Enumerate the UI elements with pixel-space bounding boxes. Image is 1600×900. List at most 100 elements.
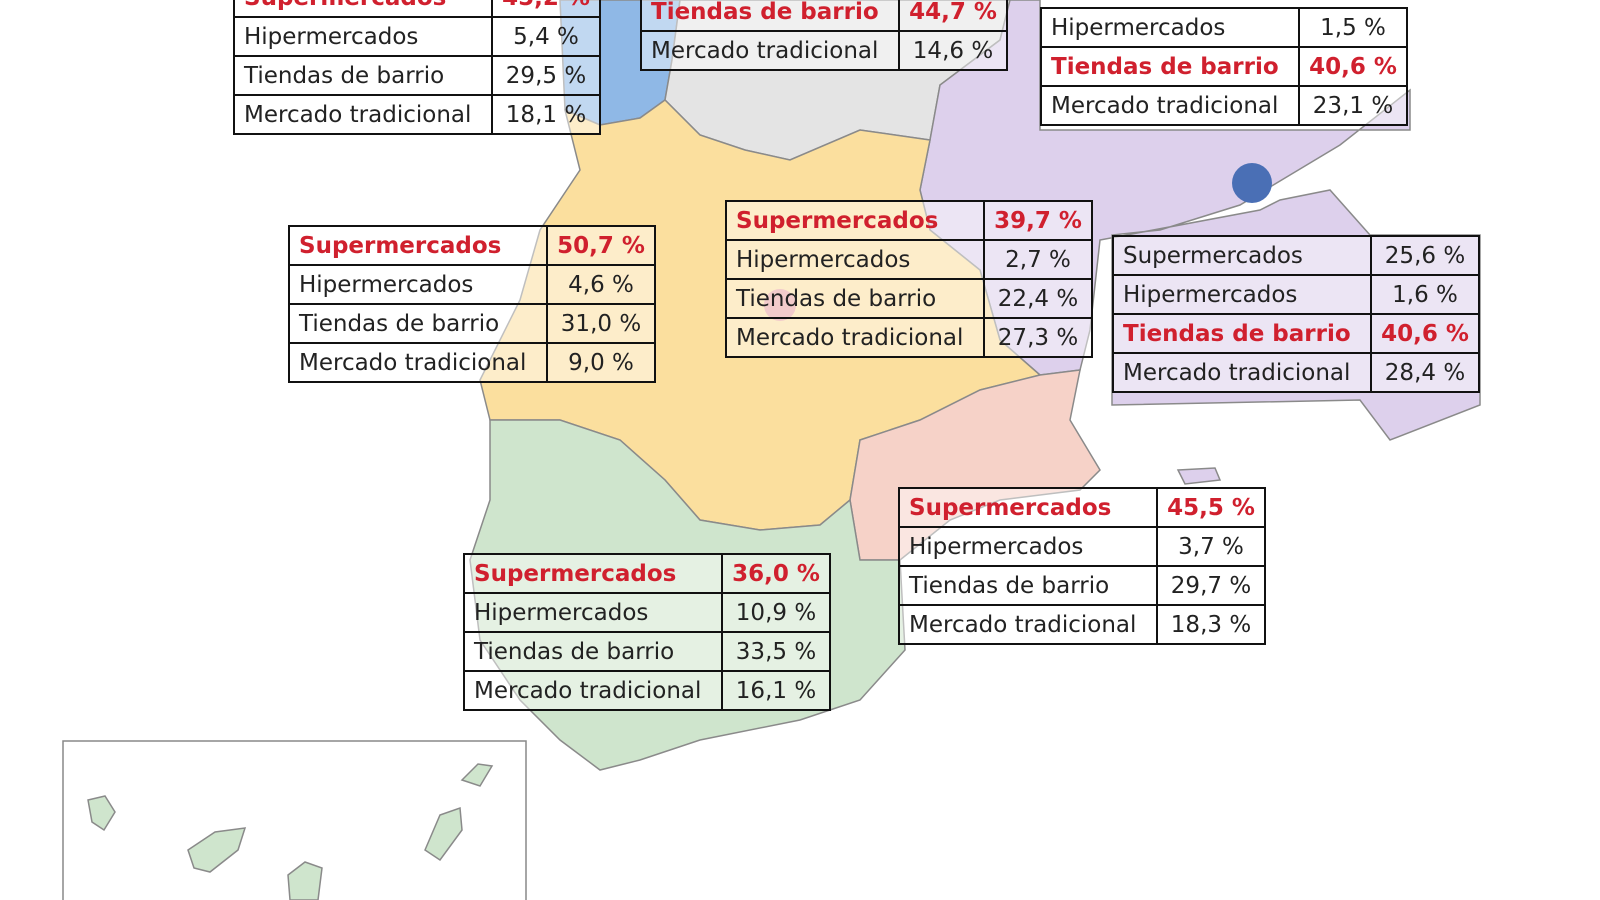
island (424, 806, 463, 862)
share-table: Tiendas de barrio 44,7 % Mercado tradicion… (640, 0, 1008, 71)
share-value: 50,7 % (546, 225, 656, 266)
share-value: 22,4 % (983, 278, 1093, 319)
share-table: Supermercados 50,7 % Hipermercados 4,6 % Tie… (288, 225, 656, 383)
format-label: Mercado tradicional (463, 670, 723, 711)
format-label: Hipermercados (898, 526, 1158, 567)
table-row: Hipermercados 4,6 % (288, 264, 656, 305)
city-marker (1232, 163, 1272, 203)
share-value: 31,0 % (546, 303, 656, 344)
share-value: 45,5 % (1156, 487, 1266, 528)
format-label: Tiendas de barrio (463, 631, 723, 672)
format-label: Mercado tradicional (640, 30, 900, 71)
format-label: Supermercados (725, 200, 985, 241)
share-value: 25,6 % (1370, 235, 1480, 276)
table-row: Tiendas de barrio 22,4 % (725, 278, 1093, 319)
table-row: Tiendas de barrio 29,5 % (233, 55, 601, 96)
share-table: Supermercados 45,5 % Hipermercados 3,7 % Tie… (898, 487, 1266, 645)
share-value: 23,1 % (1298, 85, 1408, 126)
table-row: Mercado tradicional 27,3 % (725, 317, 1093, 358)
format-label: Mercado tradicional (898, 604, 1158, 645)
share-table: Hipermercados 1,5 % Tiendas de barrio 40,6 … (1040, 7, 1408, 126)
format-label: Hipermercados (288, 264, 548, 305)
table-row: Hipermercados 1,6 % (1112, 274, 1480, 315)
share-value: 39,7 % (983, 200, 1093, 241)
share-value: 3,7 % (1156, 526, 1266, 567)
table-row: Hipermercados 5,4 % (233, 16, 601, 57)
table-row: Tiendas de barrio 31,0 % (288, 303, 656, 344)
table-row: Mercado tradicional 16,1 % (463, 670, 831, 711)
share-value: 18,3 % (1156, 604, 1266, 645)
format-label: Supermercados (288, 225, 548, 266)
table-row: Supermercados 39,7 % (725, 200, 1093, 241)
format-label: Tiendas de barrio (1040, 46, 1300, 87)
format-label: Mercado tradicional (725, 317, 985, 358)
format-label: Supermercados (463, 553, 723, 594)
share-value: 9,0 % (546, 342, 656, 383)
table-row: Tiendas de barrio 33,5 % (463, 631, 831, 672)
format-label: Mercado tradicional (233, 94, 493, 135)
share-value: 44,7 % (898, 0, 1008, 32)
share-value: 29,5 % (491, 55, 601, 96)
format-label: Tiendas de barrio (898, 565, 1158, 606)
table-row: Tiendas de barrio 44,7 % (640, 0, 1008, 32)
region-balearic (1176, 467, 1222, 485)
share-value: 45,2 % (491, 0, 601, 18)
share-value: 14,6 % (898, 30, 1008, 71)
table-row: Hipermercados 10,9 % (463, 592, 831, 633)
format-label: Mercado tradicional (288, 342, 548, 383)
format-label: Tiendas de barrio (233, 55, 493, 96)
share-value: 40,6 % (1370, 313, 1480, 354)
format-label: Supermercados (1112, 235, 1372, 276)
share-value: 27,3 % (983, 317, 1093, 358)
island (287, 861, 323, 900)
table-row: Supermercados 50,7 % (288, 225, 656, 266)
table-row: Supermercados 36,0 % (463, 553, 831, 594)
format-label: Hipermercados (1040, 7, 1300, 48)
format-label: Supermercados (233, 0, 493, 18)
share-value: 1,5 % (1298, 7, 1408, 48)
format-label: Tiendas de barrio (640, 0, 900, 32)
island (87, 795, 116, 832)
share-table: Supermercados 25,6 % Hipermercados 1,6 % Tie… (1112, 235, 1480, 393)
table-row: Mercado tradicional 14,6 % (640, 30, 1008, 71)
share-value: 10,9 % (721, 592, 831, 633)
format-label: Hipermercados (725, 239, 985, 280)
share-value: 2,7 % (983, 239, 1093, 280)
share-value: 1,6 % (1370, 274, 1480, 315)
table-row: Tiendas de barrio 40,6 % (1040, 46, 1408, 87)
table-row: Supermercados 45,5 % (898, 487, 1266, 528)
format-label: Supermercados (898, 487, 1158, 528)
format-label: Mercado tradicional (1112, 352, 1372, 393)
format-label: Tiendas de barrio (725, 278, 985, 319)
island (460, 763, 494, 787)
format-label: Mercado tradicional (1040, 85, 1300, 126)
table-row: Hipermercados 1,5 % (1040, 7, 1408, 48)
island (187, 827, 247, 873)
share-value: 40,6 % (1298, 46, 1408, 87)
table-row: Mercado tradicional 18,3 % (898, 604, 1266, 645)
table-row: Hipermercados 2,7 % (725, 239, 1093, 280)
format-label: Hipermercados (233, 16, 493, 57)
table-row: Supermercados 25,6 % (1112, 235, 1480, 276)
share-value: 5,4 % (491, 16, 601, 57)
table-row: Mercado tradicional 18,1 % (233, 94, 601, 135)
table-row: Mercado tradicional 9,0 % (288, 342, 656, 383)
share-value: 16,1 % (721, 670, 831, 711)
share-table: Supermercados 36,0 % Hipermercados 10,9 % Ti… (463, 553, 831, 711)
share-value: 33,5 % (721, 631, 831, 672)
share-table: Supermercados 39,7 % Hipermercados 2,7 % Tie… (725, 200, 1093, 358)
table-row: Mercado tradicional 28,4 % (1112, 352, 1480, 393)
format-label: Tiendas de barrio (288, 303, 548, 344)
share-value: 4,6 % (546, 264, 656, 305)
share-value: 28,4 % (1370, 352, 1480, 393)
table-row: Mercado tradicional 23,1 % (1040, 85, 1408, 126)
format-label: Tiendas de barrio (1112, 313, 1372, 354)
share-value: 18,1 % (491, 94, 601, 135)
table-row: Tiendas de barrio 40,6 % (1112, 313, 1480, 354)
format-label: Hipermercados (1112, 274, 1372, 315)
format-label: Hipermercados (463, 592, 723, 633)
